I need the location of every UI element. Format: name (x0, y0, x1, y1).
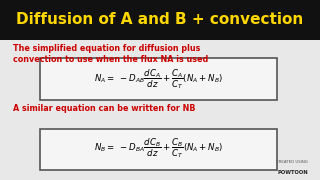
Text: The simplified equation for diffusion plus: The simplified equation for diffusion pl… (13, 44, 200, 53)
Text: convection to use when the flux NA is used: convection to use when the flux NA is us… (13, 55, 208, 64)
Text: $N_B = \ -D_{BA}\dfrac{dC_B}{dz} + \dfrac{C_B}{C_T}(N_A + N_B)$: $N_B = \ -D_{BA}\dfrac{dC_B}{dz} + \dfra… (94, 137, 223, 160)
Text: Diffusion of A and B + convection: Diffusion of A and B + convection (16, 12, 304, 27)
Text: POWTOON: POWTOON (277, 170, 308, 175)
Text: A similar equation can be written for NB: A similar equation can be written for NB (13, 104, 195, 113)
Text: CREATED USING: CREATED USING (276, 160, 308, 164)
Bar (0, 0, 320, 40)
Text: $N_A = \ -D_{AB}\dfrac{dC_A}{dz} + \dfrac{C_A}{C_T}(N_A + N_B)$: $N_A = \ -D_{AB}\dfrac{dC_A}{dz} + \dfra… (94, 67, 223, 91)
FancyBboxPatch shape (40, 58, 277, 100)
FancyBboxPatch shape (40, 129, 277, 170)
